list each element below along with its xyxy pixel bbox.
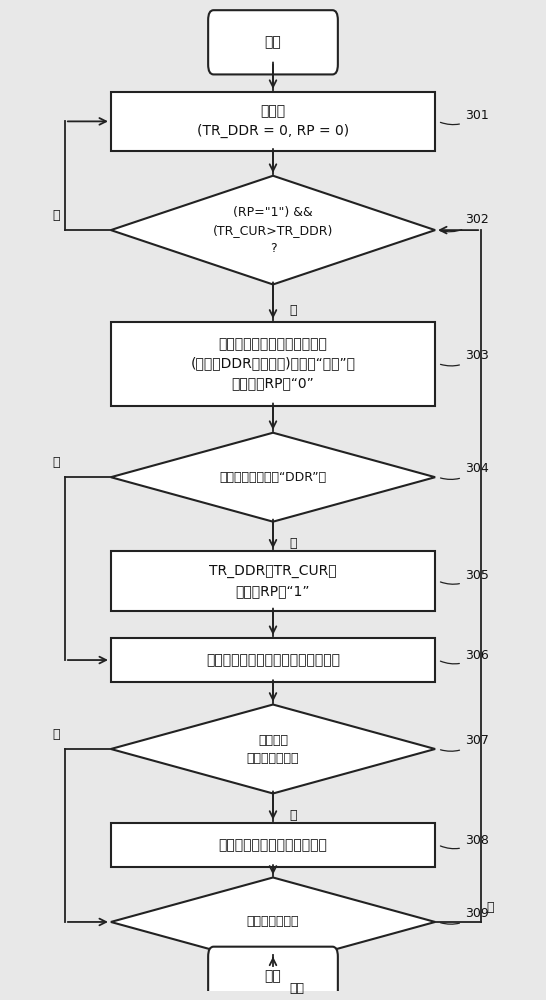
Polygon shape	[111, 705, 435, 793]
Text: 是: 是	[289, 809, 296, 822]
Text: 否: 否	[52, 456, 60, 469]
Text: 305: 305	[441, 569, 489, 584]
Text: 初始化
(TR_DDR = 0, RP = 0): 初始化 (TR_DDR = 0, RP = 0)	[197, 105, 349, 138]
Text: 308: 308	[441, 834, 489, 849]
Text: 301: 301	[441, 109, 489, 125]
Text: 没有: 没有	[289, 982, 304, 995]
Text: 当前的图片类型＝“DDR”？: 当前的图片类型＝“DDR”？	[219, 471, 327, 484]
Text: 有: 有	[486, 901, 494, 914]
Text: 否: 否	[52, 728, 60, 741]
Text: 304: 304	[441, 462, 489, 479]
Text: 开始: 开始	[265, 35, 281, 49]
Bar	[111, 638, 435, 682]
Text: 是: 是	[289, 304, 296, 317]
Text: 307: 307	[441, 734, 489, 751]
Polygon shape	[111, 877, 435, 966]
Text: 结束: 结束	[265, 969, 281, 983]
Polygon shape	[111, 433, 435, 522]
FancyBboxPatch shape	[208, 10, 338, 74]
Text: 309: 309	[441, 907, 489, 924]
Text: 是: 是	[289, 537, 296, 550]
Text: (RP="1") &&
(TR_CUR>TR_DDR)
?: (RP="1") && (TR_CUR>TR_DDR) ?	[213, 206, 333, 255]
Polygon shape	[111, 176, 435, 284]
Bar	[111, 551, 435, 611]
Text: TR_DDR＝TR_CUR、
设定为RP＝“1”: TR_DDR＝TR_CUR、 设定为RP＝“1”	[209, 564, 337, 598]
Text: 将位于帧存储器中的参照图像
(最近的DDR图片除外)设定为“不要”，
并设定为RP＝“0”: 将位于帧存储器中的参照图像 (最近的DDR图片除外)设定为“不要”， 并设定为R…	[191, 337, 355, 390]
Bar	[111, 322, 435, 406]
Text: 306: 306	[441, 649, 489, 664]
Text: 302: 302	[441, 213, 489, 232]
Text: 再现图像
用作参照图像？: 再现图像 用作参照图像？	[247, 734, 299, 765]
Text: 有下一张图片？: 有下一张图片？	[247, 915, 299, 928]
Text: 得到相当于处理对象图像的再现图像: 得到相当于处理对象图像的再现图像	[206, 653, 340, 667]
Bar	[111, 823, 435, 867]
FancyBboxPatch shape	[208, 947, 338, 1000]
Text: 否: 否	[52, 209, 60, 222]
Bar	[111, 92, 435, 151]
Text: 303: 303	[441, 349, 489, 366]
Text: 将再现图像存储在帧存储器中: 将再现图像存储在帧存储器中	[218, 838, 328, 852]
